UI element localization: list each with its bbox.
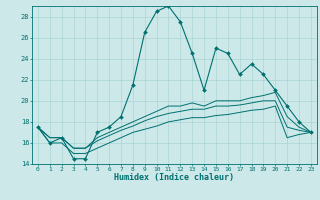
X-axis label: Humidex (Indice chaleur): Humidex (Indice chaleur) xyxy=(115,173,234,182)
